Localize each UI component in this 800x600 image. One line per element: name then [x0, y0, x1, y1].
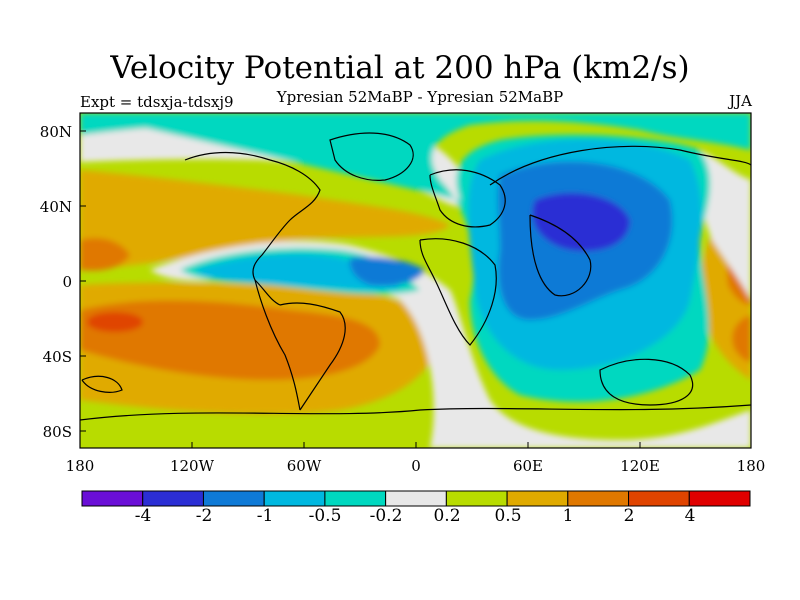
negative-region-arctic-cyan: [80, 113, 460, 135]
lon-label-60w: 60W: [286, 457, 322, 475]
experiment-label: Expt = tdsxja-tdsxj9: [80, 93, 234, 111]
colorbar-label: 2: [623, 506, 635, 526]
colorbar-label: 0.5: [494, 506, 522, 526]
strong-positive-region-north-pacific: [80, 238, 130, 271]
colorbar-label: 4: [684, 506, 696, 526]
lon-label-120e: 120E: [620, 457, 660, 475]
lat-label-80s: 80S: [42, 423, 72, 441]
strong-positive-region-east-south: [732, 315, 751, 362]
negative-region-dark-blue: [532, 192, 630, 252]
colorbar-swatch: [506, 490, 569, 507]
lon-label-180w: 180: [65, 457, 95, 475]
positive-region-north-pacific: [80, 170, 450, 270]
lon-label-0: 0: [411, 457, 421, 475]
lat-label-80n: 80N: [39, 123, 72, 141]
colorbar-label: -1: [256, 506, 274, 526]
colorbar-swatch: [445, 490, 508, 507]
colorbar-swatch: [202, 490, 265, 507]
colorbar-label: -4: [134, 506, 152, 526]
map-title: Velocity Potential at 200 hPa (km2/s): [110, 50, 690, 86]
lat-label-0: 0: [62, 273, 72, 291]
colorbar-label: 0.2: [433, 506, 461, 526]
neutral-region-northeast: [698, 150, 751, 300]
lon-label-120w: 120W: [169, 457, 215, 475]
peak-positive-region: [87, 312, 143, 332]
coastlines: [80, 132, 751, 421]
colorbar-swatch: [628, 490, 690, 507]
colorbar-label: -0.5: [308, 506, 342, 526]
axis-ticks: [79, 130, 752, 448]
colorbar-swatch: [567, 490, 630, 507]
colorbar-label: -2: [195, 506, 213, 526]
negative-region-atlantic-light-blue: [195, 254, 400, 290]
colorbar-swatch: [142, 490, 204, 507]
lat-label-40s: 40S: [42, 348, 72, 366]
colorbar-label: -0.2: [369, 506, 403, 526]
colorbar: [81, 490, 751, 507]
map-subtitle: Ypresian 52MaBP - Ypresian 52MaBP: [276, 88, 564, 106]
colorbar-swatch: [688, 490, 751, 507]
colorbar-swatch: [324, 490, 387, 507]
negative-region-atlantic-medium-blue: [349, 257, 425, 286]
lat-label-40n: 40N: [39, 198, 72, 216]
strong-positive-region-south-pacific: [80, 300, 380, 380]
colorbar-label: 1: [562, 506, 574, 526]
lon-label-60e: 60E: [512, 457, 544, 475]
neutral-region-tropics: [150, 241, 751, 448]
lon-label-180e: 180: [736, 457, 766, 475]
contour-field: [80, 113, 751, 448]
colorbar-swatch: [385, 490, 447, 507]
season-label: JJA: [729, 92, 752, 110]
colorbar-swatch: [81, 490, 144, 507]
colorbar-swatch: [263, 490, 326, 507]
